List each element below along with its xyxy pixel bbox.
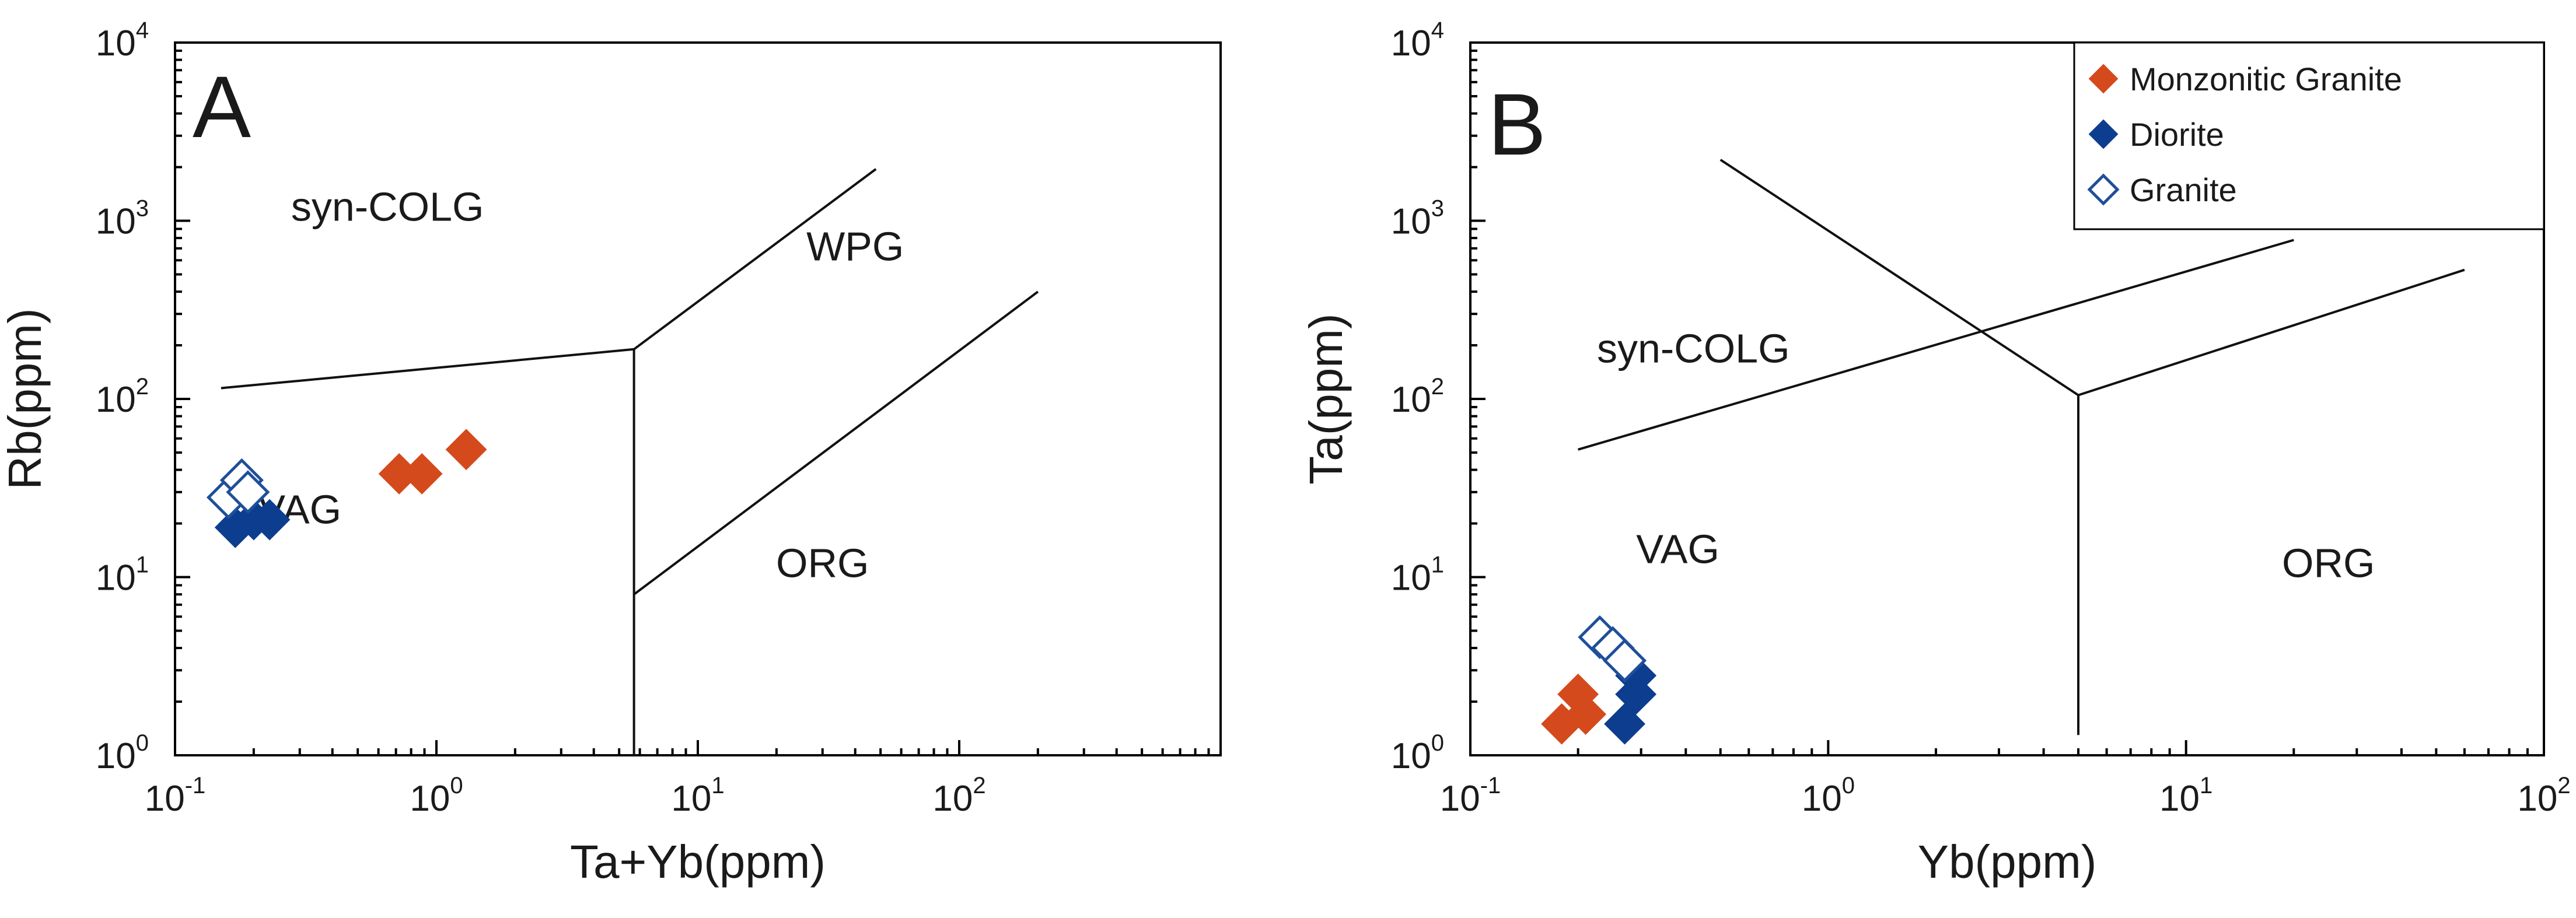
boundary-line-syn-colg-wpg-vag	[1578, 239, 2294, 451]
region-label-org: ORG	[776, 541, 869, 586]
x-tick-label: 102	[932, 773, 985, 819]
y-axis-title: Ta(ppm)	[1300, 313, 1352, 484]
x-tick-label: 100	[1802, 773, 1855, 819]
data-point-monzonitic-granite	[445, 429, 487, 471]
y-tick-label: 100	[1391, 730, 1444, 776]
panel-letter: B	[1488, 75, 1546, 173]
y-tick-label: 104	[96, 17, 149, 64]
y-tick-label: 102	[96, 374, 149, 420]
x-tick-label: 101	[671, 773, 724, 819]
x-tick-label: 100	[410, 773, 463, 819]
boundary-line-syn-colg-wpg-oblique	[1719, 159, 2079, 397]
legend-marker-granite	[2087, 173, 2120, 206]
panel-letter: A	[193, 58, 251, 156]
legend-label-diorite: Diorite	[2130, 116, 2224, 153]
region-label-vag: VAG	[1636, 526, 1719, 572]
legend: Monzonitic Granite Diorite Granite	[2073, 41, 2545, 230]
x-axis-title: Ta+Yb(ppm)	[570, 836, 826, 888]
x-tick-label: 101	[2159, 773, 2213, 819]
y-tick-label: 102	[1391, 374, 1444, 420]
y-tick-label: 101	[1391, 552, 1444, 598]
y-tick-label: 101	[96, 552, 149, 598]
x-tick-label: 10-1	[145, 773, 206, 819]
x-axis-title: Yb(ppm)	[1918, 836, 2097, 888]
panel-b: 10-1 100 101 102100101102103104Yb(ppm)Ta(pp…	[1300, 17, 2571, 888]
y-tick-label: 104	[1391, 17, 1444, 64]
y-axis-title: Rb(ppm)	[0, 308, 51, 489]
boundary-line-syn-colg-wpg	[633, 168, 877, 351]
data-point-monzonitic-granite	[401, 453, 443, 495]
legend-box	[2073, 41, 2545, 230]
panel-a: 10-1 100 101 102100101102103104Ta+Yb(ppm)Rb…	[0, 17, 1222, 888]
x-tick-label: 10-1	[1440, 773, 1501, 819]
boundary-line-syn-colg-vag	[221, 348, 634, 390]
legend-marker-diorite	[2088, 119, 2119, 149]
plot-frame	[174, 41, 1222, 756]
region-label-syn-colg: syn-COLG	[1597, 326, 1790, 372]
x-tick-label: 102	[2517, 773, 2570, 819]
data-point-diorite	[1604, 703, 1645, 745]
y-tick-label: 103	[1391, 196, 1444, 242]
boundary-line-wpg-org	[633, 290, 1039, 595]
data-point-granite	[1603, 639, 1647, 683]
legend-marker-monzonitic-granite	[2088, 64, 2119, 94]
region-label-syn-colg: syn-COLG	[291, 184, 484, 230]
legend-label-monzonitic-granite: Monzonitic Granite	[2130, 61, 2402, 97]
data-point-granite	[226, 470, 270, 514]
y-tick-label: 100	[96, 730, 149, 776]
boundary-line-wpg-org	[2078, 268, 2465, 397]
data-point-diorite	[249, 499, 291, 541]
region-label-org: ORG	[2282, 541, 2375, 586]
legend-label-granite: Granite	[2130, 171, 2237, 208]
data-point-monzonitic-granite	[1565, 693, 1607, 735]
region-label-wpg: WPG	[806, 223, 904, 269]
y-tick-label: 103	[96, 196, 149, 242]
